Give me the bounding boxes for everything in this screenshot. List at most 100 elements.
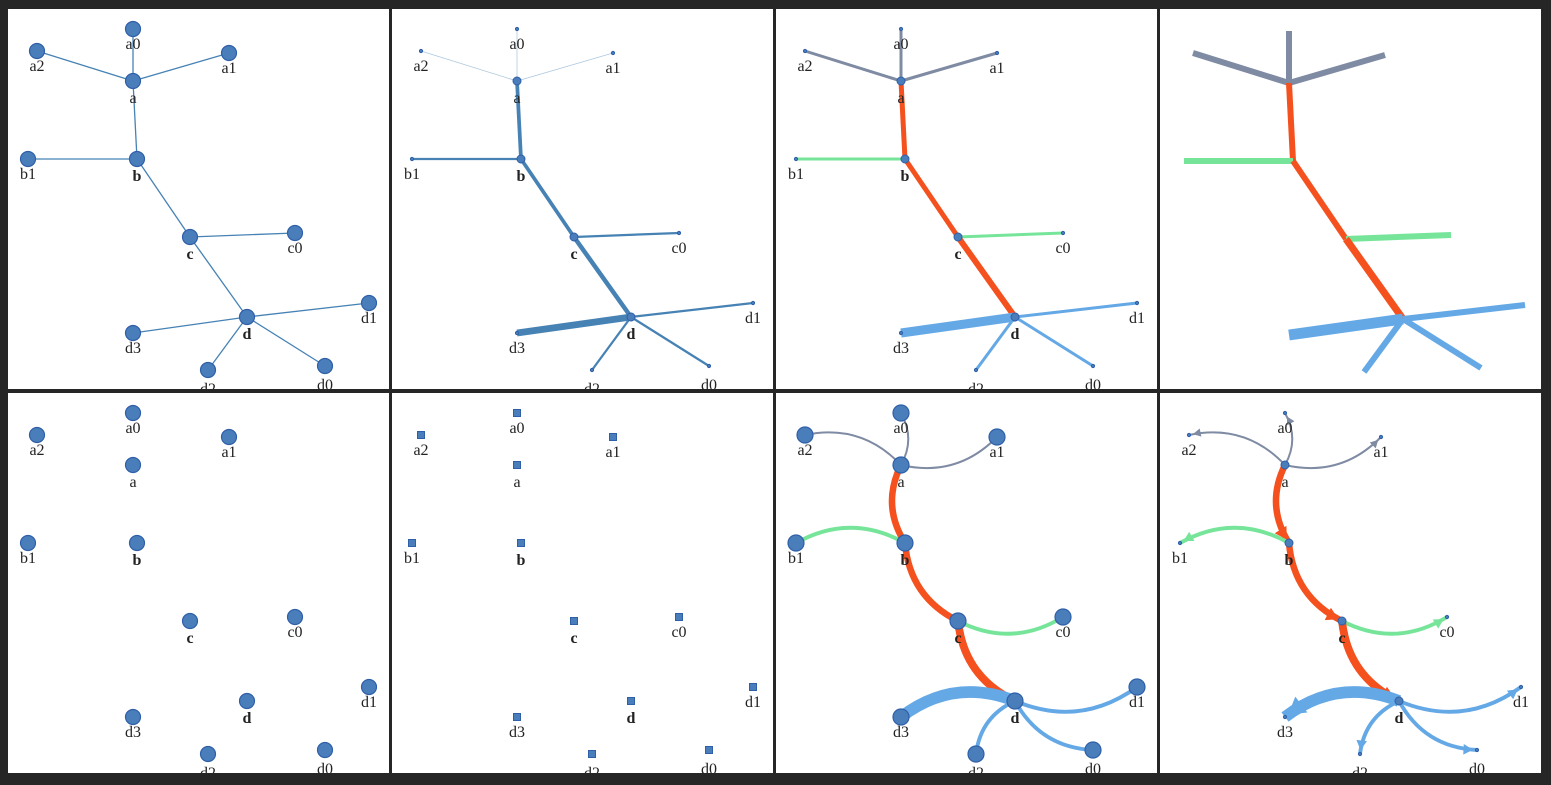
node-label-a2: a2 <box>413 58 428 75</box>
node-d2 <box>967 745 985 763</box>
arrowhead-c-c0 <box>1432 619 1444 629</box>
node-c <box>953 232 963 242</box>
node-d <box>238 692 256 710</box>
node-d0 <box>706 363 712 369</box>
edge-a-a1 <box>132 52 230 82</box>
node-label-b: b <box>133 168 142 185</box>
edge-c-c0 <box>1345 232 1452 242</box>
node-label-c0: c0 <box>1055 240 1070 257</box>
node-label-a2: a2 <box>29 58 44 75</box>
node-d1 <box>749 683 757 691</box>
node-d <box>627 697 635 705</box>
node-label-a1: a1 <box>1373 444 1388 461</box>
node-d <box>1010 312 1020 322</box>
edge-c-d <box>572 235 633 319</box>
node-label-d2: d2 <box>968 381 984 389</box>
node-label-d2: d2 <box>584 381 600 389</box>
edge-a-a1 <box>1288 52 1386 86</box>
node-label-d2: d2 <box>584 765 600 773</box>
colored-graph-svg: a0 a1 a2 a b1 b c c0 d d1 d3 d2 d0 <box>788 26 1145 389</box>
node-c0 <box>675 613 683 621</box>
node-label-d: d <box>243 326 252 343</box>
node-b <box>128 150 146 168</box>
node-d3 <box>892 708 910 726</box>
node-c0 <box>1054 608 1072 626</box>
node-d3 <box>513 713 521 721</box>
arrowhead-d-d2 <box>1356 739 1367 751</box>
square-nodes-svg: a0 a1 a2 a b1 b c c0 d d1 d3 d2 d0 <box>404 409 761 773</box>
edge-b-c <box>1290 159 1349 241</box>
node-label-c0: c0 <box>1439 624 1454 641</box>
edge-a-a2 <box>1192 50 1290 86</box>
node-label-d1: d1 <box>1513 694 1529 711</box>
node-label-d: d <box>1011 326 1020 343</box>
arrowhead-a-b <box>1274 525 1287 540</box>
node-label-a1: a1 <box>221 60 236 77</box>
node-label-c: c <box>954 630 961 647</box>
node-d0 <box>316 741 334 759</box>
node-b1 <box>19 534 37 552</box>
node-c <box>1337 616 1347 626</box>
node-a2 <box>418 48 424 54</box>
node-d0 <box>1090 363 1096 369</box>
edge-a-a1 <box>900 436 998 470</box>
node-c0 <box>286 224 304 242</box>
node-d2 <box>973 367 979 373</box>
node-d1 <box>1134 300 1140 306</box>
node-label-d3: d3 <box>125 724 141 741</box>
panel-plain-graph: a0 a1 a2 a b1 b c c0 d d1 d3 d2 d0 <box>8 9 389 389</box>
edge-b-c <box>1285 542 1344 624</box>
edge-d-d0 <box>1013 700 1094 752</box>
node-d3 <box>124 324 142 342</box>
edge-d-d2 <box>207 316 248 371</box>
edge-a-a2 <box>1188 431 1286 466</box>
node-a2 <box>1186 432 1192 438</box>
edge-b-c <box>902 157 961 239</box>
node-d2 <box>588 750 596 758</box>
node-c0 <box>286 608 304 626</box>
edge-a-a2 <box>420 50 518 82</box>
edge-d-d1 <box>1398 685 1523 714</box>
edge-c-c0 <box>573 231 680 239</box>
node-d1 <box>360 678 378 696</box>
node-label-d3: d3 <box>509 340 525 357</box>
node-label-c0: c0 <box>671 624 686 641</box>
node-label-c: c <box>1338 630 1345 647</box>
edge-b-c <box>136 158 191 238</box>
edge-c-d <box>955 235 1018 319</box>
node-d3 <box>124 708 142 726</box>
node-label-a0: a0 <box>893 420 908 437</box>
edge-d-d3 <box>897 686 1018 722</box>
edge-b-b1 <box>1179 525 1290 545</box>
curved-arrows-svg: a0 a1 a2 a b1 b c c0 d d1 d3 d2 d0 <box>1172 410 1529 773</box>
node-label-b1: b1 <box>20 550 36 567</box>
edge-d-d2 <box>974 316 1017 371</box>
node-d <box>1006 692 1024 710</box>
arrowhead-d-d0 <box>1463 743 1474 755</box>
node-label-b: b <box>901 168 910 185</box>
edge-a-a1 <box>1284 436 1382 470</box>
node-label-c: c <box>570 630 577 647</box>
node-label-c: c <box>954 246 961 263</box>
edge-d-d2 <box>591 316 632 371</box>
panel-curved-edges: a0 a1 a2 a b1 b c c0 d d1 d3 d2 d0 <box>776 393 1157 773</box>
node-a0 <box>1282 410 1288 416</box>
node-label-b1: b1 <box>788 550 804 567</box>
node-label-d0: d0 <box>1469 761 1485 773</box>
node-c <box>181 228 199 246</box>
node-label-d0: d0 <box>317 761 333 773</box>
edge-a-a2 <box>804 431 902 466</box>
node-a <box>513 461 521 469</box>
edge-c-c0 <box>189 232 296 238</box>
node-label-a1: a1 <box>605 60 620 77</box>
node-b <box>128 534 146 552</box>
node-label-d3: d3 <box>125 340 141 357</box>
node-label-d: d <box>243 710 252 727</box>
panel-nodes-only: a0 a1 a2 a b1 b c c0 d d1 d3 d2 d0 <box>8 393 389 773</box>
node-label-d2: d2 <box>968 765 984 773</box>
edge-a-b <box>132 80 138 160</box>
node-d1 <box>1128 678 1146 696</box>
node-d1 <box>360 294 378 312</box>
edge-c-d <box>189 236 248 318</box>
